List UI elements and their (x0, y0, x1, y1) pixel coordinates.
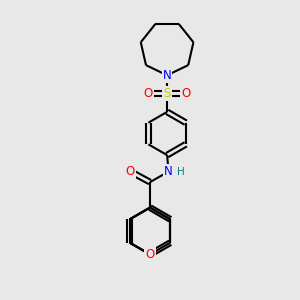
Text: O: O (181, 87, 190, 100)
Text: H: H (177, 167, 185, 177)
Text: S: S (164, 87, 171, 100)
Text: N: N (163, 69, 172, 82)
Text: O: O (146, 248, 154, 261)
Text: N: N (164, 165, 173, 178)
Text: O: O (144, 87, 153, 100)
Text: O: O (126, 165, 135, 178)
